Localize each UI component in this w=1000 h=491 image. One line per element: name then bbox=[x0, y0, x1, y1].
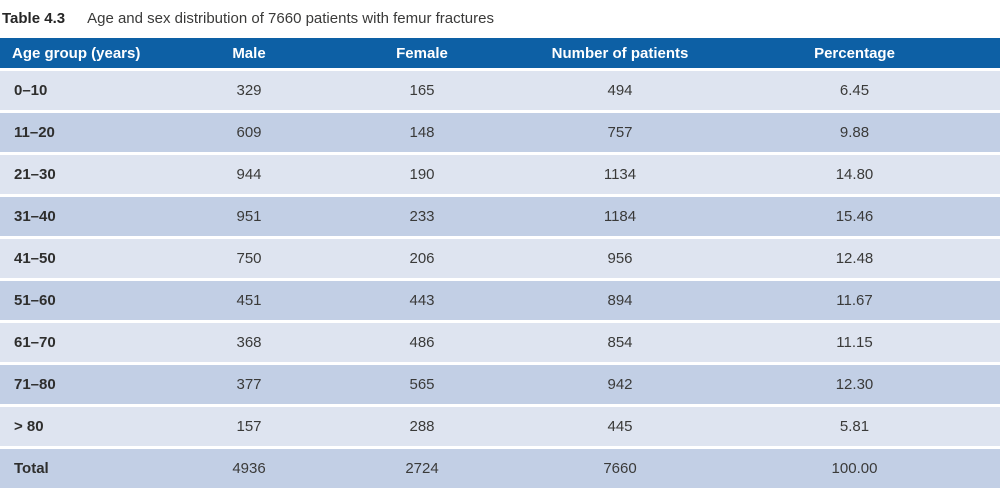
patients-cell: 894 bbox=[531, 281, 709, 320]
pct-cell: 100.00 bbox=[709, 449, 1000, 488]
patients-cell: 956 bbox=[531, 239, 709, 278]
column-header-female: Female bbox=[313, 38, 531, 68]
age-cell: 41–50 bbox=[0, 239, 185, 278]
age-cell: 0–10 bbox=[0, 71, 185, 110]
male-cell: 609 bbox=[185, 113, 313, 152]
male-cell: 451 bbox=[185, 281, 313, 320]
patients-cell: 494 bbox=[531, 71, 709, 110]
age-cell: 71–80 bbox=[0, 365, 185, 404]
male-cell: 951 bbox=[185, 197, 313, 236]
age-cell: > 80 bbox=[0, 407, 185, 446]
pct-cell: 9.88 bbox=[709, 113, 1000, 152]
column-header-number-of-patients: Number of patients bbox=[531, 38, 709, 68]
age-sex-distribution-table: Age group (years) Male Female Number of … bbox=[0, 35, 1000, 491]
table-row: 31–40 951 233 1184 15.46 bbox=[0, 197, 1000, 236]
female-cell: 565 bbox=[313, 365, 531, 404]
patients-cell: 7660 bbox=[531, 449, 709, 488]
male-cell: 4936 bbox=[185, 449, 313, 488]
table-caption: Table 4.3 Age and sex distribution of 766… bbox=[0, 0, 1000, 35]
female-cell: 148 bbox=[313, 113, 531, 152]
table-row: > 80 157 288 445 5.81 bbox=[0, 407, 1000, 446]
pct-cell: 11.15 bbox=[709, 323, 1000, 362]
male-cell: 329 bbox=[185, 71, 313, 110]
female-cell: 2724 bbox=[313, 449, 531, 488]
table-caption-text: Age and sex distribution of 7660 patient… bbox=[87, 10, 494, 27]
table-row: 0–10 329 165 494 6.45 bbox=[0, 71, 1000, 110]
pct-cell: 12.48 bbox=[709, 239, 1000, 278]
age-cell: Total bbox=[0, 449, 185, 488]
pct-cell: 12.30 bbox=[709, 365, 1000, 404]
table-row: 41–50 750 206 956 12.48 bbox=[0, 239, 1000, 278]
male-cell: 377 bbox=[185, 365, 313, 404]
age-cell: 21–30 bbox=[0, 155, 185, 194]
pct-cell: 15.46 bbox=[709, 197, 1000, 236]
patients-cell: 942 bbox=[531, 365, 709, 404]
column-header-age-group: Age group (years) bbox=[0, 38, 185, 68]
patients-cell: 854 bbox=[531, 323, 709, 362]
male-cell: 368 bbox=[185, 323, 313, 362]
pct-cell: 6.45 bbox=[709, 71, 1000, 110]
pct-cell: 14.80 bbox=[709, 155, 1000, 194]
male-cell: 750 bbox=[185, 239, 313, 278]
table-header-row: Age group (years) Male Female Number of … bbox=[0, 38, 1000, 68]
age-cell: 31–40 bbox=[0, 197, 185, 236]
age-cell: 61–70 bbox=[0, 323, 185, 362]
pct-cell: 11.67 bbox=[709, 281, 1000, 320]
female-cell: 486 bbox=[313, 323, 531, 362]
male-cell: 157 bbox=[185, 407, 313, 446]
age-cell: 51–60 bbox=[0, 281, 185, 320]
column-header-male: Male bbox=[185, 38, 313, 68]
female-cell: 206 bbox=[313, 239, 531, 278]
table-caption-label: Table 4.3 bbox=[2, 10, 66, 27]
female-cell: 288 bbox=[313, 407, 531, 446]
patients-cell: 1134 bbox=[531, 155, 709, 194]
pct-cell: 5.81 bbox=[709, 407, 1000, 446]
table-total-row: Total 4936 2724 7660 100.00 bbox=[0, 449, 1000, 488]
patients-cell: 757 bbox=[531, 113, 709, 152]
table-row: 61–70 368 486 854 11.15 bbox=[0, 323, 1000, 362]
female-cell: 443 bbox=[313, 281, 531, 320]
table-row: 71–80 377 565 942 12.30 bbox=[0, 365, 1000, 404]
female-cell: 190 bbox=[313, 155, 531, 194]
patients-cell: 445 bbox=[531, 407, 709, 446]
column-header-percentage: Percentage bbox=[709, 38, 1000, 68]
table-row: 51–60 451 443 894 11.67 bbox=[0, 281, 1000, 320]
patients-cell: 1184 bbox=[531, 197, 709, 236]
female-cell: 233 bbox=[313, 197, 531, 236]
female-cell: 165 bbox=[313, 71, 531, 110]
table-row: 11–20 609 148 757 9.88 bbox=[0, 113, 1000, 152]
male-cell: 944 bbox=[185, 155, 313, 194]
age-cell: 11–20 bbox=[0, 113, 185, 152]
table-row: 21–30 944 190 1134 14.80 bbox=[0, 155, 1000, 194]
